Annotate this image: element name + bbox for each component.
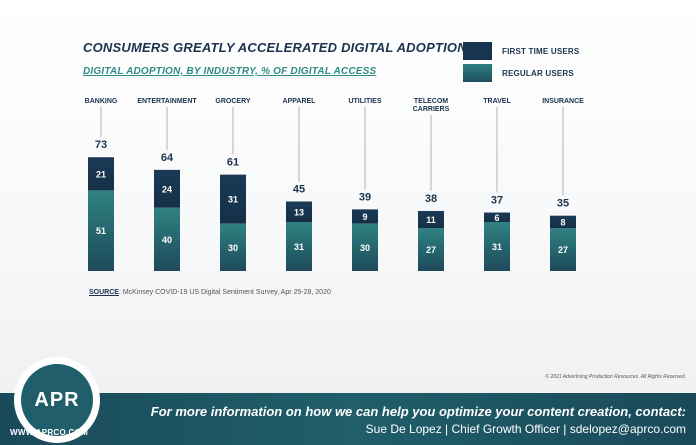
website-url[interactable]: WWW.APRCO.COM [10, 428, 89, 437]
stacked-bar-chart: BANKING 73 21 51 ENTERTAINMENT 64 24 40 GROCERY 6… [85, 98, 584, 271]
bar-regular [286, 222, 312, 271]
apr-logo-inner: APR [21, 364, 93, 436]
bar-first-time [286, 201, 312, 223]
bar-regular [220, 223, 246, 271]
total-label: 61 [227, 157, 239, 169]
source-note: SOURCE: McKinsey COVID-19 US Digital Sen… [89, 289, 331, 296]
data-label-regular: 51 [96, 226, 106, 236]
copyright-notice: © 2021 Advertising Production Resources.… [545, 374, 686, 380]
data-label-first-time: 11 [426, 215, 436, 225]
legend-label-first-time: FIRST TIME USERS [502, 46, 580, 56]
total-label: 35 [557, 198, 569, 210]
bar-regular [88, 190, 114, 271]
data-label-first-time: 8 [560, 218, 565, 228]
bar-regular [550, 228, 576, 271]
legend-item-first-time: FIRST TIME USERS [463, 42, 579, 60]
total-label: 37 [491, 195, 503, 207]
chart-title: CONSUMERS GREATLY ACCELERATED DIGITAL AD… [83, 40, 467, 55]
bar-first-time [418, 210, 444, 229]
footer-contact-heading: For more information on how we can help … [150, 404, 686, 419]
total-label: 64 [161, 152, 174, 164]
bar-regular [352, 223, 378, 271]
source-label: SOURCE [89, 289, 119, 296]
data-label-first-time: 31 [228, 195, 238, 205]
total-label: 39 [359, 191, 371, 203]
category-label-entertainment: ENTERTAINMENT [137, 98, 197, 105]
data-label-first-time: 6 [494, 213, 499, 223]
total-label: 45 [293, 183, 305, 195]
apr-logo-text: APR [34, 388, 80, 411]
category-label-grocery: GROCERY [215, 98, 250, 105]
apr-logo: APR [14, 357, 100, 443]
chart-subtitle: DIGITAL ADOPTION, BY INDUSTRY, % OF DIGI… [83, 66, 377, 77]
legend-swatch-first-time [463, 42, 492, 60]
data-label-first-time: 21 [96, 169, 106, 179]
category-label-travel: TRAVEL [483, 98, 511, 105]
data-label-first-time: 13 [294, 207, 304, 217]
legend-item-regular: REGULAR USERS [463, 64, 574, 82]
bar-regular [154, 207, 180, 271]
total-label: 73 [95, 139, 107, 151]
bar-regular [484, 222, 510, 271]
data-label-regular: 30 [360, 243, 370, 253]
category-label-apparel: APPAREL [283, 98, 317, 105]
bar-regular [418, 228, 444, 271]
bar-first-time [220, 174, 246, 224]
bar-first-time [550, 215, 576, 229]
footer-band [0, 393, 696, 445]
data-label-regular: 31 [492, 242, 502, 252]
category-label-utilities: UTILITIES [348, 98, 381, 105]
data-label-first-time: 24 [162, 184, 172, 194]
category-label-banking: BANKING [85, 98, 118, 105]
data-label-regular: 30 [228, 243, 238, 253]
bar-first-time [352, 209, 378, 224]
data-label-regular: 27 [426, 245, 436, 255]
footer-contact-details: Sue De Lopez | Chief Growth Officer | sd… [365, 422, 686, 436]
legend-swatch-regular [463, 64, 492, 82]
legend-label-regular: REGULAR USERS [502, 68, 574, 78]
bar-first-time [484, 212, 510, 223]
data-label-regular: 31 [294, 242, 304, 252]
category-label-telecom-carriers: TELECOM CARRIERS [413, 98, 450, 113]
bar-first-time [88, 157, 114, 191]
category-label-insurance: INSURANCE [542, 98, 584, 105]
source-text: : McKinsey COVID-19 US Digital Sentiment… [118, 289, 331, 296]
data-label-first-time: 9 [362, 212, 367, 222]
total-label: 38 [425, 193, 437, 205]
data-label-regular: 27 [558, 245, 568, 255]
bar-first-time [154, 169, 180, 208]
data-label-regular: 40 [162, 235, 172, 245]
